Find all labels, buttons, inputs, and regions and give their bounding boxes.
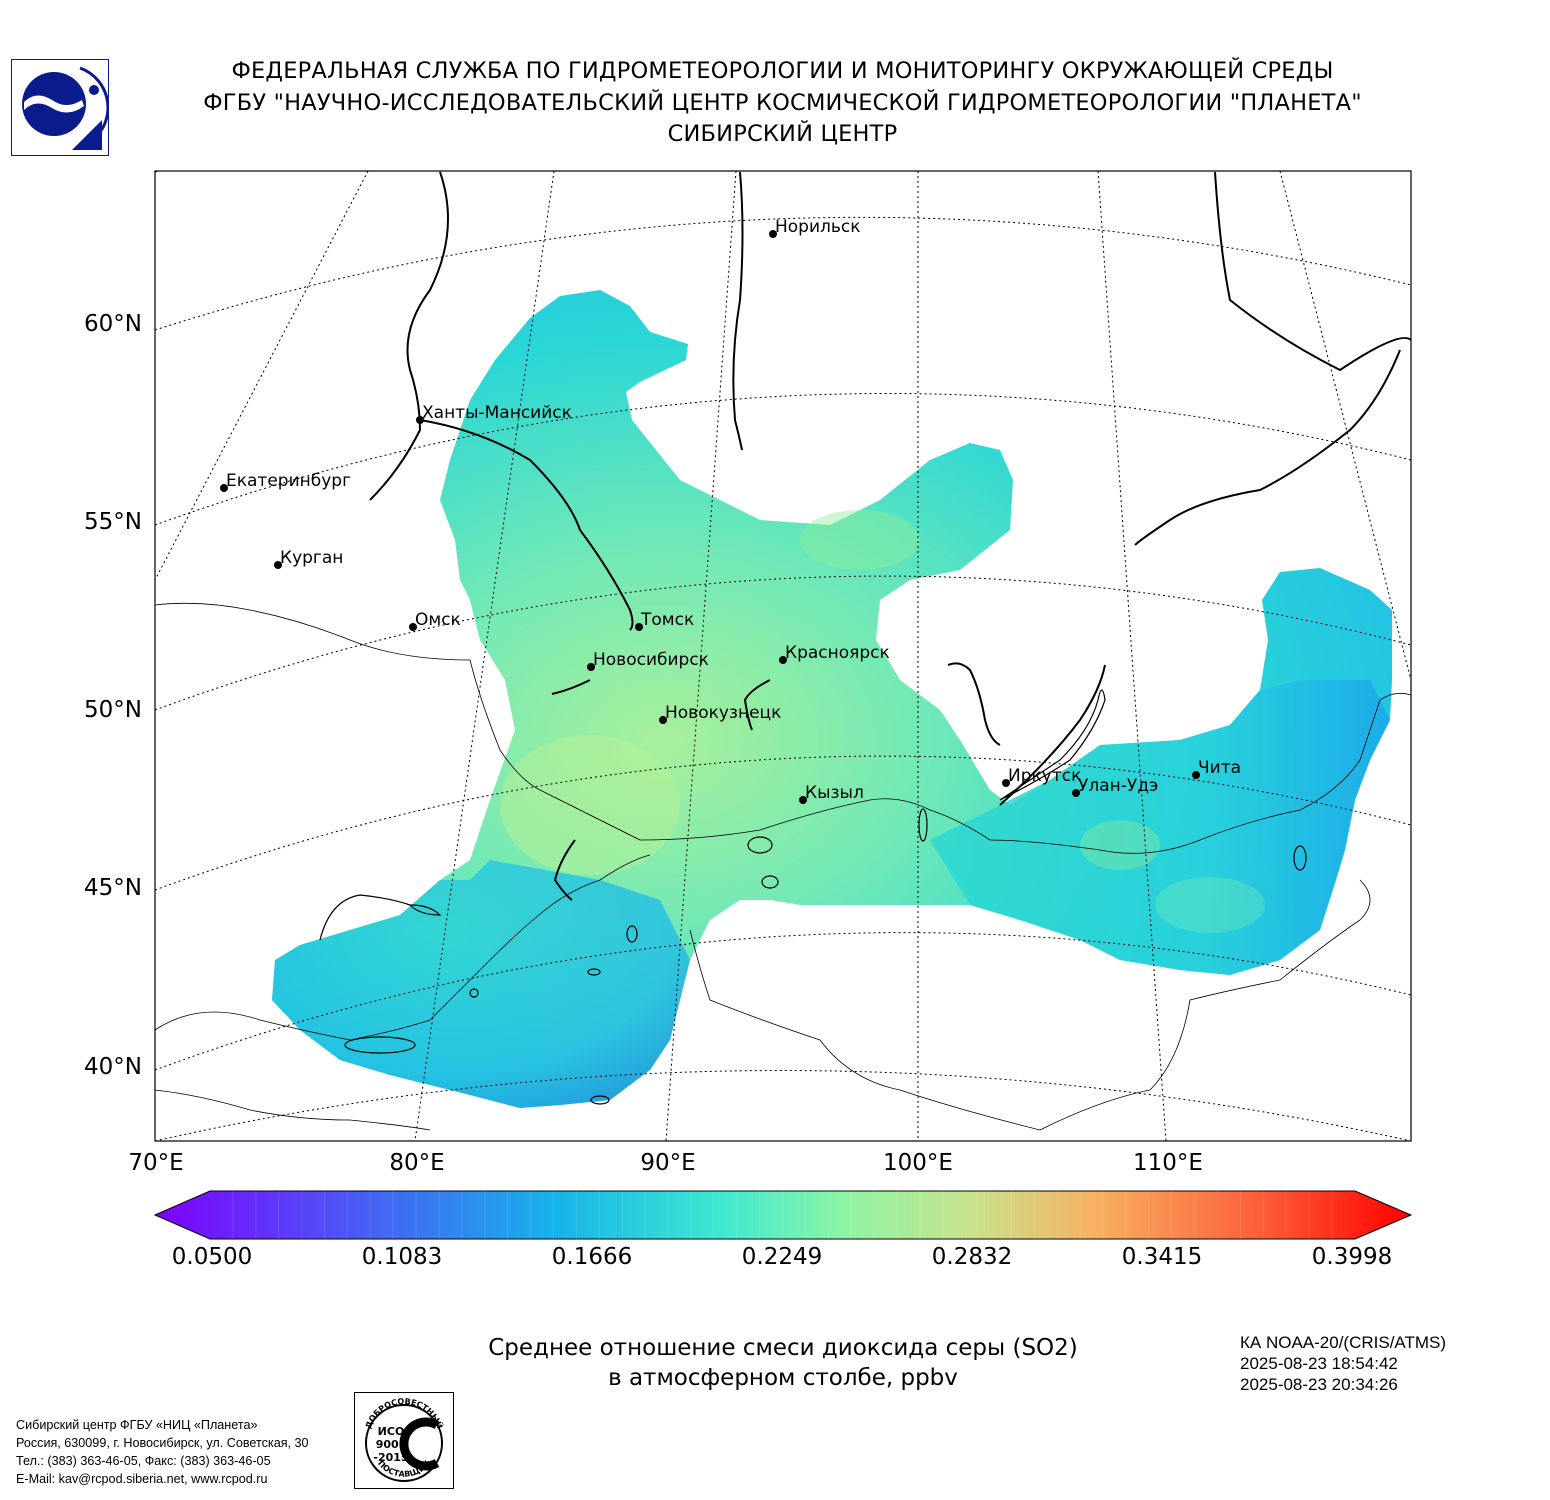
contact-line-2: Россия, 630099, г. Новосибирск, ул. Сове… (16, 1436, 309, 1450)
city-label: Чита (1198, 758, 1241, 778)
city-marker (274, 561, 282, 569)
colorbar-tick-6: 0.3998 (1311, 1244, 1393, 1270)
iso-number: 9001 (376, 1438, 407, 1451)
colorbar-bar (153, 1190, 1413, 1240)
city-marker (1072, 789, 1080, 797)
city-label: Кызыл (805, 783, 864, 803)
lakes (319, 689, 1307, 1105)
lon-label-80: 80°E (389, 1150, 445, 1176)
header-line-2: ФГБУ "НАУЧНО-ИССЛЕДОВАТЕЛЬСКИЙ ЦЕНТР КОС… (203, 89, 1362, 116)
lat-label-50: 50°N (84, 697, 142, 723)
iso-label: ИСО (378, 1425, 405, 1438)
lon-label-70: 70°E (128, 1150, 184, 1176)
map-caption: Среднее отношение смеси диоксида серы (S… (383, 1333, 1183, 1393)
colorbar-tick-0: 0.0500 (171, 1244, 253, 1270)
graticule (155, 171, 1411, 1141)
iso-certificate-badge: ДОБРОСОВЕСТНЫЙ ПОСТАВЩИК ИСО 9001 -2015 (354, 1392, 454, 1489)
rivers (369, 171, 1411, 901)
city-label: Норильск (775, 217, 861, 237)
so2-maximum-blob (500, 735, 680, 875)
satellite-name: КА NOAA-20/(CRIS/ATMS) (1240, 1333, 1447, 1352)
cities: Норильск Ханты-Мансийск Екатеринбург Курган… (220, 217, 1241, 804)
colorbar-tick-4: 0.2832 (931, 1244, 1013, 1270)
lat-label-40: 40°N (84, 1054, 142, 1080)
city-label: Омск (415, 610, 461, 630)
colorbar-tick-1: 0.1083 (361, 1244, 443, 1270)
planeta-logo-icon (11, 59, 110, 156)
header-title-block: ФЕДЕРАЛЬНАЯ СЛУЖБА ПО ГИДРОМЕТЕОРОЛОГИИ … (0, 56, 1550, 151)
city-marker (1192, 771, 1200, 779)
contact-line-1: Сибирский центр ФГБУ «НИЦ «Планета» (16, 1418, 258, 1432)
map-content: Норильск Ханты-Мансийск Екатеринбург Курган… (155, 171, 1411, 1141)
colorbar-tick-5: 0.3415 (1121, 1244, 1203, 1270)
satellite-end-time: 2025-08-23 20:34:26 (1240, 1375, 1398, 1394)
city-marker (769, 230, 777, 238)
colorbar-tick-2: 0.1666 (551, 1244, 633, 1270)
city-marker (799, 796, 807, 804)
city-marker (635, 623, 643, 631)
satellite-start-time: 2025-08-23 18:54:42 (1240, 1354, 1398, 1373)
lon-label-100: 100°E (883, 1150, 953, 1176)
lon-label-110: 110°E (1133, 1150, 1203, 1176)
city-label: Новосибирск (593, 650, 709, 670)
header-line-3: СИБИРСКИЙ ЦЕНТР (667, 121, 898, 147)
city-label: Иркутск (1008, 766, 1081, 786)
city-marker (409, 623, 417, 631)
so2-field-southwest (272, 860, 690, 1108)
so2-field-east (930, 680, 1390, 975)
contact-info: Сибирский центр ФГБУ «НИЦ «Планета» Росс… (16, 1416, 309, 1488)
header-line-1: ФЕДЕРАЛЬНАЯ СЛУЖБА ПО ГИДРОМЕТЕОРОЛОГИИ … (231, 58, 1334, 84)
colorbar (153, 1190, 1413, 1240)
city-marker (1002, 779, 1010, 787)
iso-year: -2015 (373, 1451, 408, 1464)
city-marker (587, 663, 595, 671)
city-marker (416, 416, 424, 424)
caption-line-2: в атмосферном столбе, ppbv (608, 1365, 958, 1391)
city-label: Курган (280, 548, 343, 568)
city-label: Ханты-Мансийск (422, 403, 572, 423)
city-label: Томск (640, 610, 694, 630)
city-marker (659, 716, 667, 724)
colorbar-tick-3: 0.2249 (741, 1244, 823, 1270)
colorbar-segments (232, 1191, 1333, 1239)
lat-label-45: 45°N (84, 875, 142, 901)
city-marker (220, 484, 228, 492)
map-frame (154, 170, 1412, 1142)
caption-line-1: Среднее отношение смеси диоксида серы (S… (488, 1335, 1078, 1361)
contact-line-3: Тел.: (383) 363-46-05, Факс: (383) 363-4… (16, 1454, 271, 1468)
city-label: Красноярск (785, 643, 890, 663)
lon-label-90: 90°E (640, 1150, 696, 1176)
contact-line-4: E-Mail: kav@rcpod.siberia.net, www.rcpod… (16, 1472, 268, 1486)
city-marker (779, 656, 787, 664)
so2-blob-southeast (1155, 877, 1265, 933)
city-label: Новокузнецк (665, 703, 781, 723)
city-label: Екатеринбург (226, 471, 351, 491)
city-label: Улан-Удэ (1078, 776, 1158, 796)
satellite-info: КА NOAA-20/(CRIS/ATMS) 2025-08-23 18:54:… (1240, 1332, 1446, 1395)
so2-blob-east (1080, 820, 1160, 870)
lat-label-60: 60°N (84, 311, 142, 337)
borders (155, 602, 1411, 1131)
lat-label-55: 55°N (84, 509, 142, 535)
so2-map: Норильск Ханты-Мансийск Екатеринбург Курган… (153, 170, 1413, 1240)
so2-blob-north (800, 510, 920, 570)
